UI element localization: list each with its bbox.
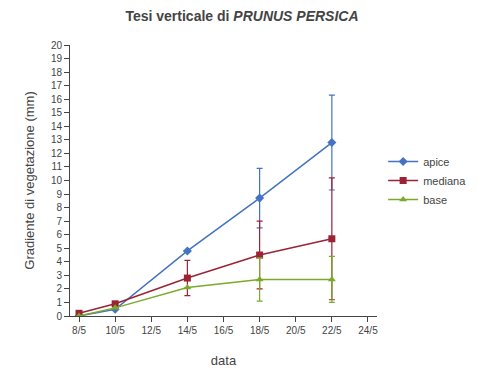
svg-text:10/5: 10/5 — [105, 325, 125, 336]
svg-text:7: 7 — [56, 216, 62, 227]
svg-text:apice: apice — [423, 156, 449, 168]
svg-text:16: 16 — [51, 94, 63, 105]
svg-text:8: 8 — [56, 202, 62, 213]
svg-text:10: 10 — [51, 175, 63, 186]
svg-text:12: 12 — [51, 148, 63, 159]
svg-text:Gradiente di vegetazione (mm): Gradiente di vegetazione (mm) — [22, 91, 37, 269]
svg-text:Tesi verticale di PRUNUS PERSI: Tesi verticale di PRUNUS PERSICA — [125, 8, 358, 24]
svg-text:6: 6 — [56, 229, 62, 240]
svg-text:14: 14 — [51, 121, 63, 132]
svg-text:2: 2 — [56, 283, 62, 294]
svg-text:14/5: 14/5 — [178, 325, 198, 336]
svg-text:18/5: 18/5 — [250, 325, 270, 336]
svg-text:9: 9 — [56, 189, 62, 200]
svg-text:1: 1 — [56, 297, 62, 308]
svg-text:24/5: 24/5 — [358, 325, 378, 336]
svg-text:0: 0 — [56, 311, 62, 322]
svg-text:22/5: 22/5 — [322, 325, 342, 336]
svg-text:16/5: 16/5 — [214, 325, 234, 336]
svg-text:5: 5 — [56, 243, 62, 254]
svg-text:mediana: mediana — [423, 175, 466, 187]
svg-text:19: 19 — [51, 53, 63, 64]
svg-text:15: 15 — [51, 107, 63, 118]
svg-text:12/5: 12/5 — [142, 325, 162, 336]
svg-text:13: 13 — [51, 134, 63, 145]
svg-text:3: 3 — [56, 270, 62, 281]
svg-text:11: 11 — [52, 161, 63, 172]
svg-text:4: 4 — [56, 256, 62, 267]
svg-text:8/5: 8/5 — [72, 325, 86, 336]
svg-text:20/5: 20/5 — [286, 325, 306, 336]
svg-text:18: 18 — [51, 67, 63, 78]
svg-text:data: data — [211, 353, 237, 368]
svg-text:17: 17 — [51, 80, 63, 91]
svg-text:20: 20 — [51, 40, 63, 51]
svg-text:base: base — [423, 194, 447, 206]
